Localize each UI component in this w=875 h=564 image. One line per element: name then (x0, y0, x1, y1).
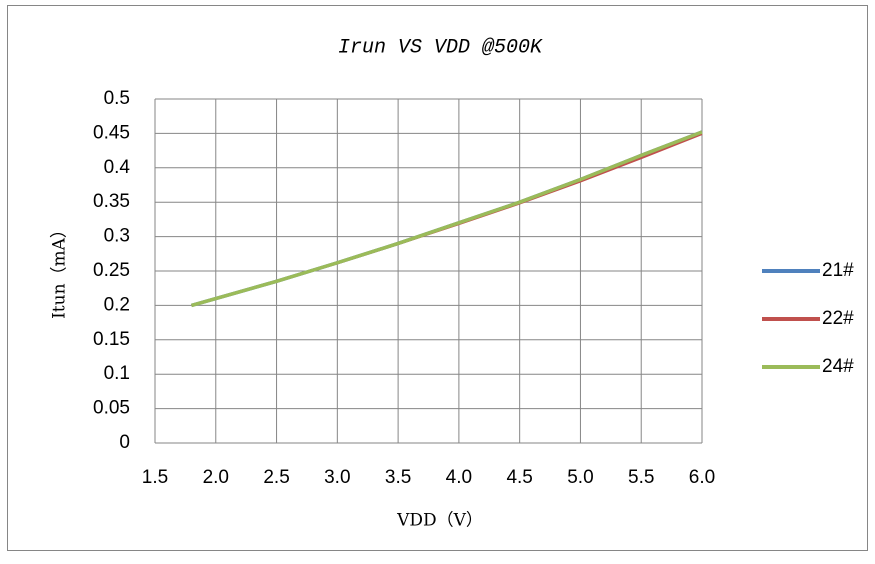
x-tick-label: 1.5 (142, 467, 168, 488)
series-line (190, 130, 703, 308)
x-tick-label: 4.0 (446, 467, 472, 488)
y-tick-label: 0.25 (93, 260, 130, 281)
legend-label: 24# (822, 356, 854, 377)
y-tick-label: 0.3 (104, 226, 130, 247)
x-tick-label: 3.5 (385, 467, 411, 488)
x-tick-label: 6.0 (689, 467, 715, 488)
y-tick-label: 0.1 (104, 363, 130, 384)
legend-label: 22# (822, 308, 854, 329)
x-tick-label: 4.5 (506, 467, 532, 488)
chart-title: Irun VS VDD @500K (338, 36, 543, 59)
x-tick-label: 3.0 (324, 467, 350, 488)
legend-label: 21# (822, 260, 854, 281)
y-tick-label: 0.05 (93, 398, 130, 419)
x-tick-label: 2.0 (203, 467, 229, 488)
x-tick-label: 5.0 (567, 467, 593, 488)
y-tick-label: 0.2 (104, 294, 130, 315)
y-tick-label: 0.15 (93, 329, 130, 350)
y-tick-label: 0.35 (93, 191, 130, 212)
y-tick-label: 0 (119, 432, 130, 453)
y-axis-label: Itun（mA） (50, 221, 70, 319)
x-axis-label: VDD（V） (396, 511, 483, 531)
y-tick-label: 0.5 (104, 88, 130, 109)
x-tick-label: 5.5 (628, 467, 654, 488)
y-tick-label: 0.45 (93, 122, 130, 143)
y-tick-label: 0.4 (104, 157, 131, 178)
x-tick-label: 2.5 (263, 467, 289, 488)
chart-frame (7, 5, 868, 551)
